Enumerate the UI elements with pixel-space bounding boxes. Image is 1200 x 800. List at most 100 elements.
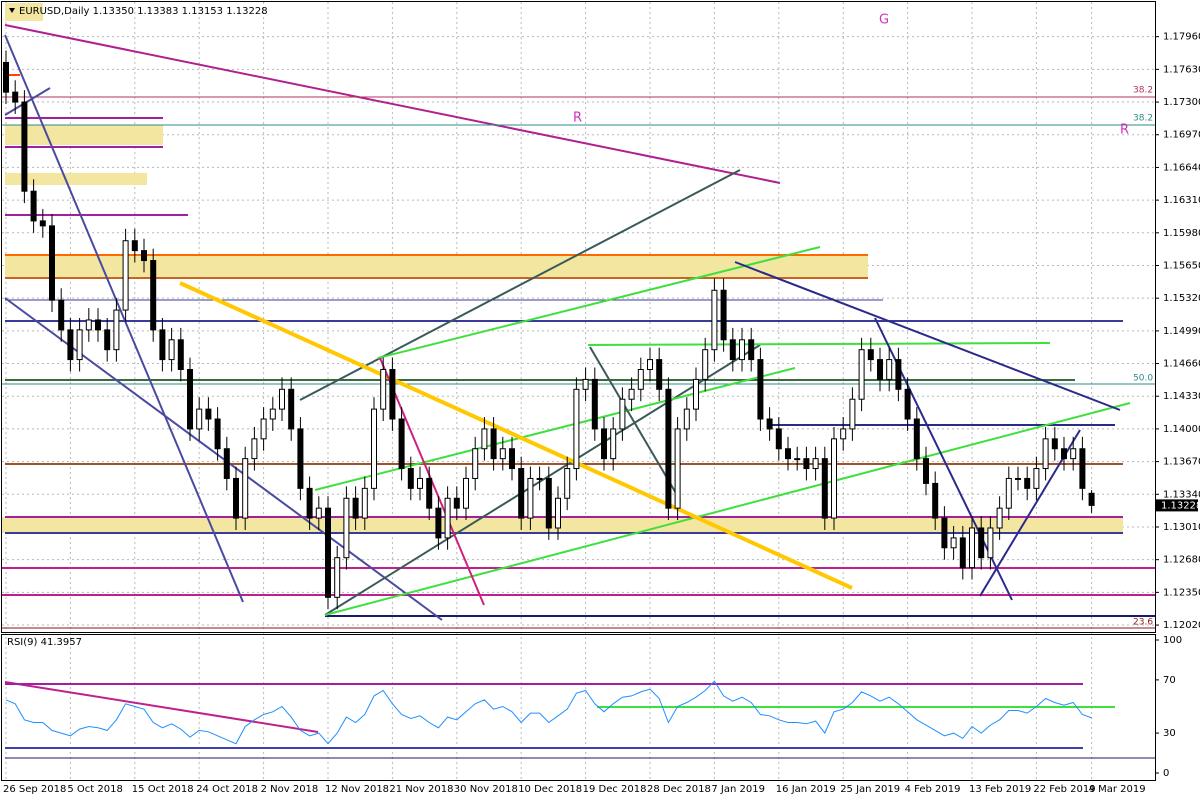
candle-body: [352, 497, 359, 519]
x-tick-label: 4 Mar 2019: [1089, 784, 1146, 795]
y-tick-label: 1.16310: [1163, 195, 1200, 206]
zone: [2, 517, 1123, 533]
trendline: [4, 24, 781, 184]
candle-body: [683, 408, 690, 430]
candle-body: [895, 359, 902, 390]
x-tick-label: 7 Jan 2019: [711, 784, 765, 795]
marker-label: G: [879, 13, 889, 28]
candle-body: [950, 537, 957, 549]
x-tick-label: 5 Oct 2018: [67, 784, 122, 795]
candle-body: [223, 448, 230, 479]
candle-body: [417, 477, 423, 489]
trendline: [4, 87, 51, 116]
candle-body: [150, 260, 157, 331]
candle-body: [325, 507, 331, 598]
candle-body: [499, 448, 506, 460]
x-tick-label: 30 Nov 2018: [454, 784, 518, 795]
candle-body: [1061, 448, 1067, 460]
candle-body: [380, 368, 387, 410]
trendline: [324, 344, 761, 616]
candle-body: [481, 428, 488, 450]
candle-body: [49, 225, 55, 301]
fib-label: 50.0: [1133, 374, 1153, 384]
candle-body: [886, 359, 893, 380]
candle-body: [775, 428, 782, 450]
candle-body: [30, 190, 37, 222]
menu-icon[interactable]: [9, 8, 15, 13]
candle-body: [168, 339, 175, 361]
y-tick-label: 1.16970: [1163, 130, 1200, 141]
zone: [5, 3, 43, 21]
candle-body: [913, 418, 920, 460]
candle-body: [444, 497, 451, 539]
candle-body: [785, 448, 791, 460]
candle-body: [233, 477, 239, 519]
fib-label: 38.2: [1133, 86, 1153, 96]
candle-body: [122, 240, 129, 311]
candle-body: [729, 339, 736, 361]
candle-body: [279, 388, 285, 410]
marks: [3, 50, 1095, 745]
candle-body: [1015, 477, 1021, 480]
main-panel-frame: [1, 1, 1156, 633]
trendline: [299, 169, 741, 401]
candle-body: [104, 329, 111, 351]
candle-body: [941, 517, 948, 549]
candle-body: [647, 359, 653, 370]
trendline: [179, 281, 853, 590]
y-tick-label: 30: [1163, 728, 1176, 739]
candle-body: [904, 388, 911, 420]
x-tick-label: 16 Jan 2019: [776, 784, 836, 795]
x-tick-label: 12 Nov 2018: [325, 784, 389, 795]
y-tick-label: 1.12020: [1163, 620, 1200, 631]
x-tick-label: 19 Dec 2018: [583, 784, 647, 795]
candle-body: [969, 527, 975, 569]
candle-body: [674, 428, 681, 509]
candle-body: [987, 527, 994, 559]
candle-body: [1070, 448, 1077, 460]
rsi-trendline: [4, 681, 319, 733]
rsi-title: RSI(9) 41.3957: [7, 637, 82, 648]
candle-body: [803, 458, 810, 470]
marker-label: R: [573, 111, 582, 126]
trendline: [314, 367, 796, 491]
candle-body: [545, 477, 552, 529]
candle-body: [113, 309, 120, 351]
fib-label: 23.6: [1133, 618, 1153, 628]
candle-body: [21, 101, 28, 192]
candle-body: [490, 428, 497, 460]
candle-body: [334, 557, 341, 598]
candle-body: [76, 329, 83, 361]
y-tick-label: 1.13670: [1163, 457, 1200, 468]
candle-body: [1051, 438, 1058, 450]
candle-body: [242, 458, 249, 519]
candle-body: [877, 359, 883, 380]
x-tick-label: 10 Dec 2018: [518, 784, 582, 795]
candle-body: [1024, 477, 1031, 489]
chart-title: EURUSD,Daily 1.13350 1.13383 1.13153 1.1…: [19, 6, 268, 17]
candle-body: [527, 477, 534, 519]
candle-body: [573, 388, 580, 470]
y-tick-label: 1.15320: [1163, 293, 1200, 304]
candle-body: [564, 468, 571, 499]
candle-body: [371, 408, 377, 489]
candle-body: [720, 289, 727, 341]
candle-body: [656, 359, 663, 390]
candle-body: [12, 91, 19, 103]
x-tick-label: 25 Jan 2019: [840, 784, 900, 795]
rsi-panel-frame: [1, 634, 1156, 781]
y-tick-label: 1.17630: [1163, 64, 1200, 75]
candle-body: [214, 418, 221, 450]
candle-body: [610, 428, 617, 460]
candle-body: [637, 368, 644, 390]
candle-body: [812, 458, 819, 470]
candle-body: [251, 438, 258, 460]
price-marker: [1156, 499, 1198, 512]
y-tick-label: 1.12350: [1163, 587, 1200, 598]
candle-body: [1005, 477, 1012, 509]
candle-body: [472, 448, 479, 479]
candle-body: [398, 418, 405, 470]
candle-body: [794, 458, 801, 461]
